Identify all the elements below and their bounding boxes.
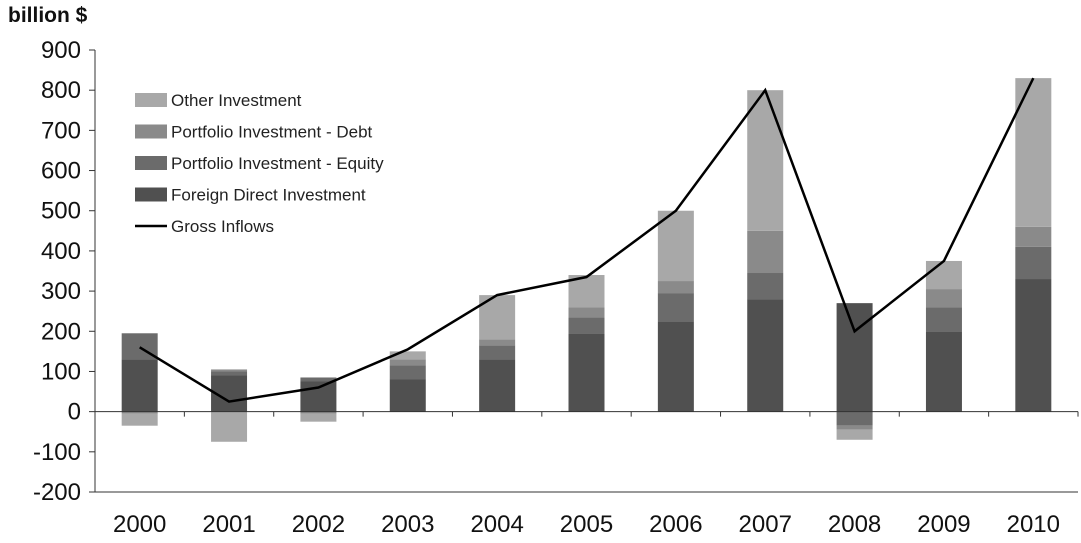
y-tick-label: 500 bbox=[41, 198, 81, 225]
bar-segment bbox=[657, 281, 694, 294]
y-tick-label: 900 bbox=[41, 37, 81, 64]
x-tick-label: 2009 bbox=[917, 511, 970, 538]
x-tick-label: 2003 bbox=[381, 511, 434, 538]
bar-segment bbox=[300, 411, 337, 414]
bar-segment bbox=[836, 411, 873, 426]
line-layer bbox=[139, 77, 1035, 403]
y-axis-unit-label: billion $ bbox=[8, 4, 88, 27]
x-tick-label: 2006 bbox=[649, 511, 702, 538]
x-tick-label: 2005 bbox=[560, 511, 613, 538]
bar-segment bbox=[300, 377, 337, 382]
legend-swatch bbox=[135, 124, 167, 139]
bar-segment bbox=[925, 289, 962, 308]
bar-segment bbox=[389, 379, 426, 412]
bar-segment bbox=[211, 369, 248, 372]
x-tick-label: 2004 bbox=[470, 511, 523, 538]
y-tick-label: 200 bbox=[41, 318, 81, 345]
axes-layer: 900 800 700 600 500 400 300 200 100 0 -100 -200 2000… bbox=[33, 37, 1079, 538]
bar-segment bbox=[747, 299, 784, 412]
y-tick-label: -100 bbox=[33, 439, 81, 466]
bar-segment bbox=[479, 345, 516, 360]
bar-segment bbox=[747, 273, 784, 300]
bar-segment bbox=[389, 351, 426, 360]
legend-swatch bbox=[135, 93, 167, 107]
legend-label: Gross Inflows bbox=[171, 217, 274, 236]
bar-segment bbox=[747, 90, 784, 231]
bar-segment bbox=[1015, 279, 1052, 412]
bar-segment bbox=[211, 411, 248, 442]
y-tick-label: 800 bbox=[41, 77, 81, 104]
bar-segment bbox=[121, 413, 158, 426]
legend-label: Portfolio Investment - Equity bbox=[171, 154, 384, 173]
bar-segment bbox=[389, 359, 426, 366]
x-tick-label: 2007 bbox=[739, 511, 792, 538]
x-tick-label: 2000 bbox=[113, 511, 166, 538]
bar-segment bbox=[1015, 226, 1052, 247]
y-tick-label: 400 bbox=[41, 238, 81, 265]
legend-label: Portfolio Investment - Debt bbox=[171, 123, 373, 142]
gross-inflows-line bbox=[139, 77, 1035, 403]
bar-segment bbox=[747, 230, 784, 274]
legend-swatch bbox=[135, 187, 167, 202]
bar-segment bbox=[1015, 78, 1052, 227]
y-tick-label: -200 bbox=[33, 479, 81, 506]
bar-segment bbox=[836, 429, 873, 440]
y-tick-label: 100 bbox=[41, 358, 81, 385]
bar-segment bbox=[121, 411, 158, 414]
y-tick-label: 300 bbox=[41, 278, 81, 305]
bar-segment bbox=[300, 381, 337, 412]
x-tick-label: 2010 bbox=[1007, 511, 1060, 538]
bar-segment bbox=[479, 339, 516, 346]
legend: Other Investment Portfolio Investment - D… bbox=[135, 91, 384, 236]
bar-segment bbox=[925, 331, 962, 412]
bar-segment bbox=[389, 365, 426, 380]
bar-segment bbox=[1015, 246, 1052, 280]
bar-segment bbox=[300, 413, 337, 422]
y-tick-label: 700 bbox=[41, 117, 81, 144]
legend-swatch bbox=[135, 156, 167, 170]
legend-label: Foreign Direct Investment bbox=[171, 186, 366, 205]
y-tick-label: 0 bbox=[68, 399, 81, 426]
bar-segment bbox=[657, 210, 694, 282]
bar-segment bbox=[836, 425, 873, 430]
x-tick-label: 2008 bbox=[828, 511, 881, 538]
bar-segment bbox=[568, 333, 605, 412]
x-tick-label: 2001 bbox=[202, 511, 255, 538]
bar-segment bbox=[479, 359, 516, 412]
legend-label: Other Investment bbox=[171, 91, 302, 110]
bar-segment bbox=[657, 321, 694, 412]
bar-segment bbox=[925, 260, 962, 290]
bar-segment bbox=[121, 359, 158, 412]
bar-segment bbox=[568, 317, 605, 334]
bar-segment bbox=[211, 371, 248, 376]
bar-segment bbox=[925, 307, 962, 332]
bar-segment bbox=[568, 307, 605, 318]
bar-segment bbox=[836, 303, 873, 412]
bar-segment bbox=[657, 293, 694, 322]
y-tick-label: 600 bbox=[41, 158, 81, 185]
x-tick-label: 2002 bbox=[292, 511, 345, 538]
